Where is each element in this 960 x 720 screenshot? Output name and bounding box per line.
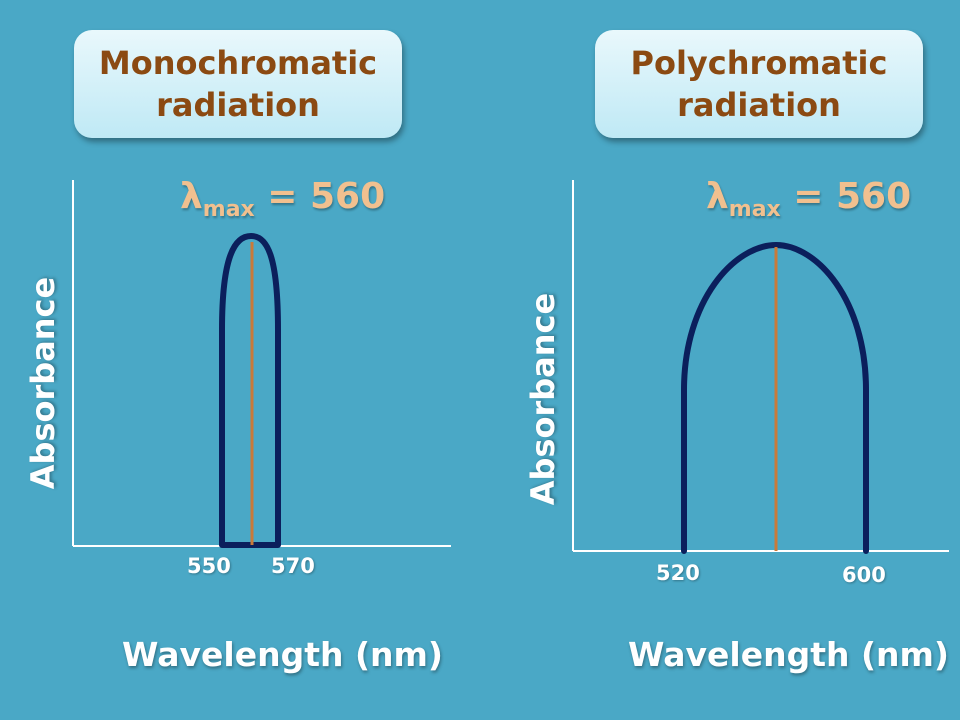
lambda-subscript-right: max: [728, 197, 781, 222]
y-axis-label-left: Absorbance: [24, 276, 62, 490]
lambda-value-right: = 560: [780, 176, 912, 217]
title-right-line2: radiation: [677, 86, 841, 124]
lambda-subscript-left: max: [202, 197, 255, 222]
title-left-line1: Monochromatic: [98, 44, 378, 82]
lambda-symbol-right: λ: [706, 176, 729, 217]
x-axis-label-right: Wavelength (nm): [628, 635, 949, 674]
lambda-value-left: = 560: [254, 176, 386, 217]
tick-label-600: 600: [842, 563, 886, 587]
x-axis-label-left: Wavelength (nm): [122, 635, 443, 674]
title-right-line1: Polychromatic: [630, 44, 888, 82]
y-axis-label-right: Absorbance: [524, 292, 562, 506]
lambda-max-left: λmax = 560: [180, 176, 385, 222]
tick-label-550: 550: [187, 554, 231, 578]
title-polychromatic: Polychromatic radiation: [595, 30, 923, 138]
broad-absorption-band: [681, 241, 869, 554]
lambda-symbol-left: λ: [180, 176, 203, 217]
narrow-absorption-band: [219, 233, 281, 548]
title-monochromatic: Monochromatic radiation: [74, 30, 402, 138]
tick-label-570: 570: [271, 554, 315, 578]
lambda-max-right: λmax = 560: [706, 176, 911, 222]
tick-label-520: 520: [656, 561, 700, 585]
title-left-line2: radiation: [156, 86, 320, 124]
